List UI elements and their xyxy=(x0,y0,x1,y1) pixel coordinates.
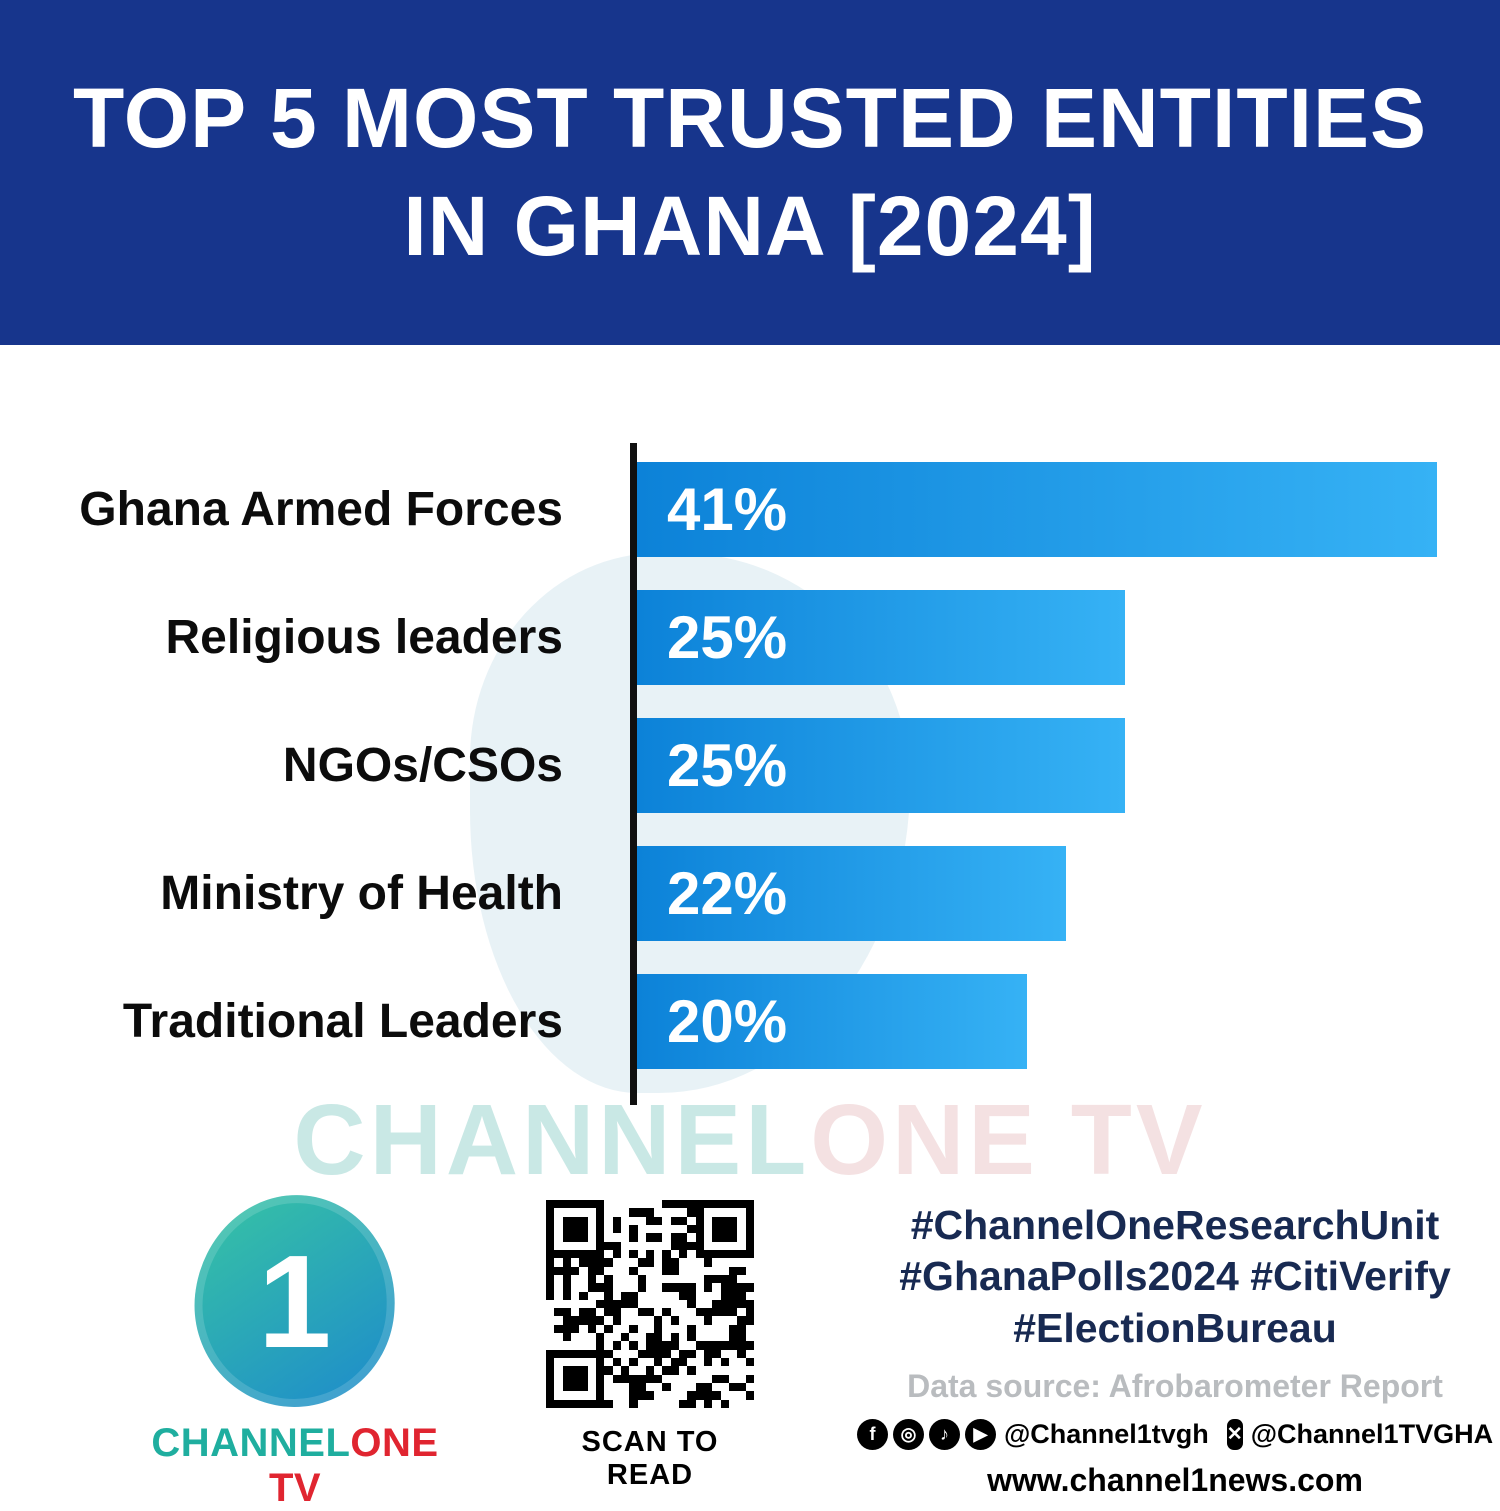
value-label: 25% xyxy=(667,604,788,671)
footer: 1 CHANNELONE TV SCAN TO READ #ChannelOne… xyxy=(0,1180,1500,1510)
social-icons: f ◎ ♪ ▶ xyxy=(856,1418,996,1450)
facebook-icon: f xyxy=(856,1418,888,1450)
instagram-icon: ◎ xyxy=(892,1418,924,1450)
bar-row: Religious leaders 25% xyxy=(0,590,1500,685)
wordmark-channel: CHANNEL xyxy=(151,1421,351,1465)
category-label: NGOs/CSOs xyxy=(282,739,563,792)
x-icon: ✕ xyxy=(1226,1418,1243,1450)
social-handle-2: @Channel1TVGHA xyxy=(1250,1418,1494,1449)
category-label: Ministry of Health xyxy=(160,867,563,920)
value-label: 22% xyxy=(667,860,788,927)
bar-row: Ministry of Health 22% xyxy=(0,846,1500,941)
value-label: 20% xyxy=(667,988,788,1055)
title-line-1: TOP 5 MOST TRUSTED ENTITIES xyxy=(72,70,1428,165)
category-label: Religious leaders xyxy=(165,611,563,664)
bar-row: Ghana Armed Forces 41% xyxy=(0,462,1500,557)
tiktok-icon: ♪ xyxy=(928,1418,960,1450)
qr-code xyxy=(544,1198,756,1410)
hashtags: #ChannelOneResearchUnit #GhanaPolls2024 … xyxy=(870,1200,1480,1354)
channel-one-logo: 1 CHANNELONE TV xyxy=(130,1185,460,1511)
category-label: Traditional Leaders xyxy=(122,995,563,1048)
hashtag-line-2: #GhanaPolls2024 #CitiVerify xyxy=(899,1253,1451,1300)
qr-block: SCAN TO READ xyxy=(540,1198,760,1492)
qr-caption: SCAN TO READ xyxy=(581,1426,719,1491)
data-source: Data source: Afrobarometer Report xyxy=(907,1367,1443,1404)
bar-2: 25% xyxy=(637,718,1125,813)
youtube-icon: ▶ xyxy=(964,1418,996,1450)
title-line-2: IN GHANA [2024] xyxy=(403,178,1097,273)
bar-3: 22% xyxy=(637,846,1066,941)
bar-row: Traditional Leaders 20% xyxy=(0,974,1500,1069)
category-label: Ghana Armed Forces xyxy=(79,483,563,536)
footer-meta: #ChannelOneResearchUnit #GhanaPolls2024 … xyxy=(856,1200,1493,1499)
website-url: www.channel1news.com xyxy=(987,1461,1363,1498)
page-title: TOP 5 MOST TRUSTED ENTITIES IN GHANA [20… xyxy=(73,65,1427,280)
chart-axis-line xyxy=(630,443,637,1105)
value-label: 25% xyxy=(667,732,788,799)
bar-row: NGOs/CSOs 25% xyxy=(0,718,1500,813)
value-label: 41% xyxy=(667,476,788,543)
bar-0: 41% xyxy=(637,462,1437,557)
bar-chart: Ghana Armed Forces 41% Religious leaders 25… xyxy=(0,443,1500,1105)
header-banner: TOP 5 MOST TRUSTED ENTITIES IN GHANA [20… xyxy=(0,0,1500,345)
hashtag-line-1: #ChannelOneResearchUnit xyxy=(910,1202,1440,1248)
chart-rows: Ghana Armed Forces 41% Religious leaders 25… xyxy=(0,462,1500,1102)
logo-numeral: 1 xyxy=(258,1227,332,1375)
logo-pick-icon: 1 xyxy=(184,1185,406,1417)
bar-1: 25% xyxy=(637,590,1125,685)
social-row: f ◎ ♪ ▶ @Channel1tvgh ✕ @Channel1TVGHA xyxy=(856,1418,1493,1450)
logo-wordmark: CHANNELONE TV xyxy=(130,1421,460,1511)
hashtag-line-3: #ElectionBureau xyxy=(1013,1304,1337,1351)
bar-4: 20% xyxy=(637,974,1027,1069)
social-handle-1: @Channel1tvgh xyxy=(1003,1418,1209,1449)
